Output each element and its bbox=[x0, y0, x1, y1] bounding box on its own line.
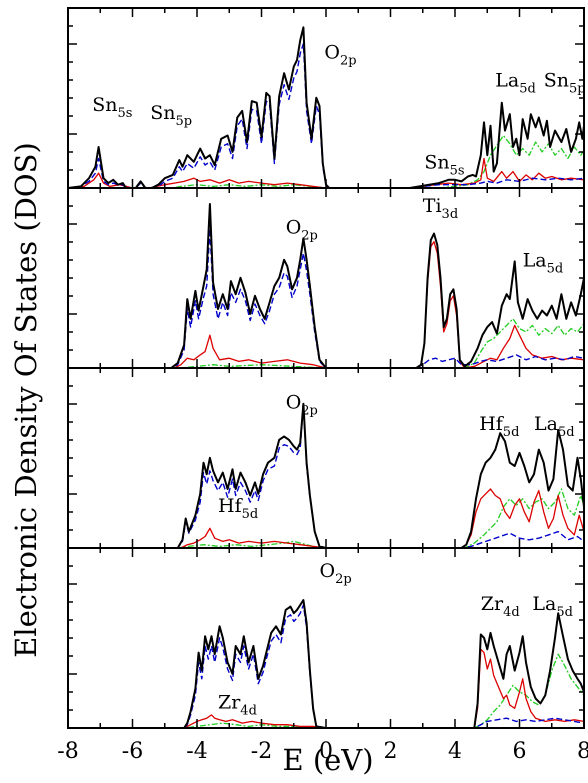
x-tick-label: 2 bbox=[384, 739, 398, 764]
series-total bbox=[67, 26, 585, 189]
panel-4: O2p Zr4d Zr4d La5d bbox=[67, 547, 585, 729]
series-oxygen-2p bbox=[68, 604, 585, 729]
panel-2: O2p Ti3d La5d bbox=[67, 187, 585, 369]
x-tick-label: 6 bbox=[513, 739, 527, 764]
annotation-label: O2p bbox=[286, 217, 318, 244]
x-tick-label: -8 bbox=[57, 739, 78, 764]
series-la-5d bbox=[68, 653, 585, 729]
series-oxygen-2p bbox=[68, 404, 585, 549]
annotation-label: Zr4d bbox=[481, 593, 520, 620]
series-oxygen-2p bbox=[68, 227, 585, 369]
annotation-label: La5d bbox=[495, 69, 536, 96]
annotation-label: Ti3d bbox=[423, 195, 458, 222]
series-oxygen-2p bbox=[67, 43, 585, 189]
x-tick-label: -4 bbox=[186, 739, 207, 764]
annotation-label: O2p bbox=[324, 41, 356, 68]
panel-1: Sn5s Sn5p O2p Sn5s La5d Sn5p bbox=[67, 7, 586, 189]
series-cation-d bbox=[68, 488, 585, 549]
annotation-label: La5d bbox=[532, 593, 573, 620]
annotation-label: Sn5p bbox=[150, 102, 192, 129]
series-la-5d bbox=[68, 488, 585, 549]
annotation-label: Hf5d bbox=[218, 495, 258, 522]
panel-frame bbox=[67, 367, 585, 549]
annotation-label: Sn5s bbox=[92, 94, 132, 121]
annotation-label: O2p bbox=[286, 392, 318, 419]
series-la-5d bbox=[68, 318, 585, 369]
x-tick-label: 0 bbox=[319, 739, 333, 764]
series-total bbox=[68, 599, 585, 729]
annotation-label: O2p bbox=[320, 560, 352, 587]
annotation-label: La5d bbox=[523, 249, 564, 276]
series-total bbox=[68, 402, 585, 549]
panels-group: Sn5s Sn5p O2p Sn5s La5d Sn5p O2p Ti3d La5d O2p Hf5… bbox=[67, 7, 586, 729]
annotation-label: Sn5p bbox=[544, 69, 586, 96]
panel-frame bbox=[67, 187, 585, 369]
series-la-5d bbox=[68, 134, 585, 189]
x-axis-label: E (eV) bbox=[282, 743, 373, 777]
y-axis-label: Electronic Density Of States (DOS) bbox=[9, 142, 43, 658]
annotation-label: Zr4d bbox=[218, 691, 257, 718]
x-tick-label: 8 bbox=[577, 739, 588, 764]
panel-frame bbox=[67, 7, 585, 189]
x-tick-label: -2 bbox=[251, 739, 272, 764]
x-tick-label: 4 bbox=[448, 739, 462, 764]
annotation-label: Sn5s bbox=[424, 151, 464, 178]
series-total bbox=[68, 203, 585, 369]
annotation-label: La5d bbox=[534, 413, 575, 440]
x-tick-labels: -8 -6 -4 -2 0 2 4 6 8 bbox=[57, 739, 588, 764]
series-cation-d bbox=[68, 241, 585, 369]
x-tick-label: -6 bbox=[122, 739, 143, 764]
